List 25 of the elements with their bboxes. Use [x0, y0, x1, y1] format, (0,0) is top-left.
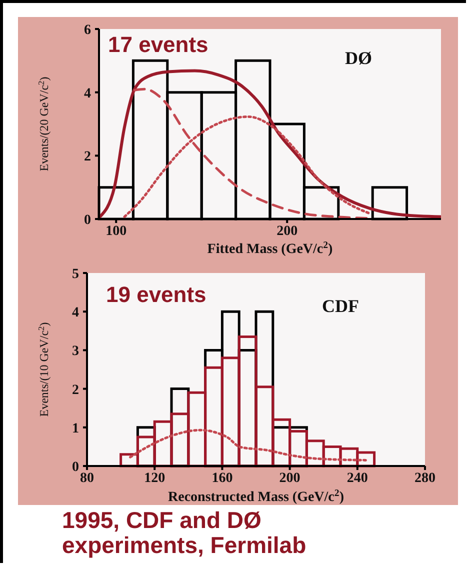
x-tick-label: 240 [346, 470, 368, 486]
x-tick-label: 200 [279, 470, 300, 486]
y-tick-label: 3 [72, 344, 79, 360]
x-tick-label: 160 [212, 470, 233, 486]
x-tick-label: 100 [106, 224, 127, 239]
y-tick-label: 0 [72, 460, 79, 475]
x-axis-title: Reconstructed Mass (GeV/c$^{2}$) [168, 488, 344, 505]
annotation: DØ [345, 48, 372, 69]
y-tick-label: 5 [72, 266, 79, 282]
x-axis-title: Fitted Mass (GeV/c$^{2}$) [207, 240, 334, 257]
y-tick-label: 2 [72, 382, 79, 398]
y-tick-label: 4 [72, 306, 79, 321]
text: 1995, CDF and DØ experiments, Fermilab [62, 507, 308, 558]
y-tick-label: 6 [84, 22, 91, 38]
y-tick-label: 2 [84, 150, 91, 165]
x-tick-label: 120 [144, 470, 166, 486]
annotation: 17 events [108, 32, 208, 58]
y-tick-label: 0 [84, 212, 91, 228]
y-tick-label: 4 [84, 86, 91, 102]
annotation: CDF [322, 296, 359, 317]
x-tick-label: 80 [80, 470, 94, 486]
y-tick-label: 1 [72, 421, 79, 436]
x-tick-label: 200 [276, 224, 298, 239]
x-tick-label: 280 [414, 470, 436, 486]
annotation: 19 events [106, 282, 206, 308]
